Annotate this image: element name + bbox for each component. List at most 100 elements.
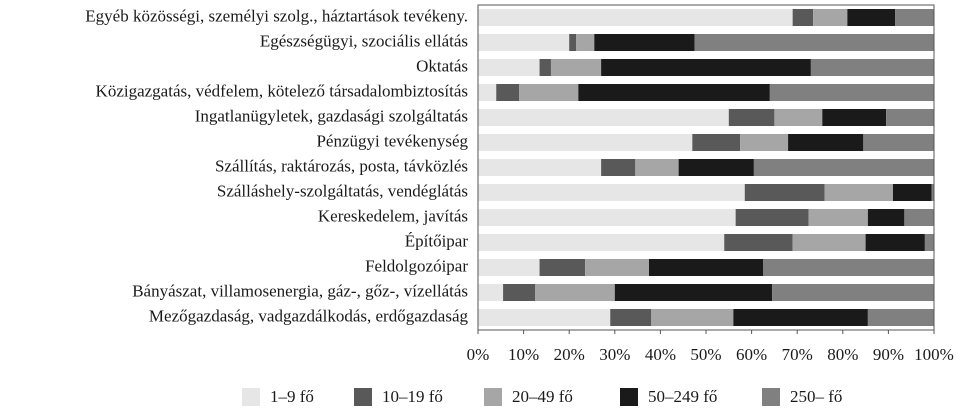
x-tick-label: 40% — [645, 345, 676, 364]
bar-segment — [867, 209, 905, 226]
bar-segment — [614, 284, 773, 301]
bar-segment — [478, 284, 504, 301]
y-tick-label: Építőipar — [405, 231, 469, 250]
legend-swatch — [484, 388, 502, 406]
bar-segment — [678, 159, 754, 176]
bar-segment — [822, 109, 887, 126]
legend-swatch — [620, 388, 638, 406]
bar-segment — [867, 309, 934, 326]
x-tick-label: 80% — [827, 345, 858, 364]
bar-segment — [772, 284, 934, 301]
bar-segment — [539, 259, 586, 276]
bar-segment — [824, 184, 893, 201]
bar-segment — [478, 159, 602, 176]
x-tick-label: 50% — [690, 345, 721, 364]
bar-segment — [478, 109, 729, 126]
bar-segment — [904, 209, 934, 226]
bar-segment — [753, 159, 934, 176]
y-tick-label: Szálláshely-szolgáltatás, vendéglátás — [217, 181, 468, 200]
x-tick-label: 20% — [554, 345, 585, 364]
legend-swatch — [242, 388, 260, 406]
bar-segment — [735, 209, 809, 226]
legend-swatch — [354, 388, 372, 406]
bar-segment — [478, 259, 540, 276]
bar-segment — [728, 109, 775, 126]
bar-segment — [649, 259, 763, 276]
y-tick-label: Oktatás — [416, 56, 468, 75]
bar-segment — [610, 309, 652, 326]
y-tick-label: Mezőgazdaság, vadgazdálkodás, erdőgazdas… — [149, 306, 469, 325]
x-tick-label: 60% — [736, 345, 767, 364]
bar-segment — [635, 159, 679, 176]
y-tick-label: Egyéb közösségi, személyi szolg., háztar… — [85, 6, 468, 25]
bar-segment — [601, 59, 811, 76]
bar-segment — [740, 134, 789, 151]
y-tick-label: Pénzügyi tevékenység — [316, 131, 468, 150]
bar-segment — [478, 34, 570, 51]
bar-segment — [792, 234, 866, 251]
bar-segment — [478, 59, 540, 76]
y-tick-label: Feldolgozóipar — [365, 256, 468, 275]
x-tick-label: 10% — [508, 345, 539, 364]
bar-segment — [478, 134, 693, 151]
bar-segment — [931, 184, 934, 201]
bar-segment — [578, 84, 770, 101]
y-tick-label: Kereskedelem, javítás — [318, 206, 468, 225]
bar-segment — [769, 84, 934, 101]
legend-label: 1–9 fő — [270, 387, 314, 406]
bar-segment — [788, 134, 864, 151]
bar-segment — [478, 234, 725, 251]
bar-segment — [924, 234, 934, 251]
x-tick-label: 70% — [782, 345, 813, 364]
bar-segment — [601, 159, 636, 176]
legend-label: 10–19 fő — [382, 387, 443, 406]
bar-segment — [576, 34, 595, 51]
bar-segment — [792, 9, 814, 26]
bar-segment — [744, 184, 825, 201]
bar-segment — [774, 109, 823, 126]
bar-segment — [550, 59, 602, 76]
bar-segment — [478, 309, 611, 326]
x-tick-label: 30% — [599, 345, 630, 364]
bar-segment — [478, 209, 736, 226]
x-tick-label: 0% — [467, 345, 490, 364]
bar-segment — [594, 34, 695, 51]
y-tick-label: Bányászat, villamosenergia, gáz-, gőz-, … — [132, 281, 468, 300]
bar-segment — [478, 9, 793, 26]
bar-segment — [694, 34, 934, 51]
bar-segment — [692, 134, 741, 151]
y-tick-label: Közigazgatás, védfelem, kötelező társada… — [96, 81, 468, 100]
x-tick-label: 90% — [873, 345, 904, 364]
legend-label: 20–49 fő — [512, 387, 573, 406]
bar-segment — [847, 9, 896, 26]
bar-segment — [763, 259, 934, 276]
bar-segment — [895, 9, 934, 26]
bar-segment — [733, 309, 868, 326]
bar-segment — [724, 234, 793, 251]
legend-label: 50–249 fő — [648, 387, 717, 406]
legend-swatch — [762, 388, 780, 406]
y-tick-label: Ingatlanügyletek, gazdasági szolgáltatás — [195, 106, 468, 125]
bar-segment — [478, 184, 745, 201]
bar-segment — [863, 134, 934, 151]
bar-segment — [813, 9, 848, 26]
bar-segment — [808, 209, 868, 226]
bar-segment — [892, 184, 932, 201]
bar-segment — [810, 59, 934, 76]
y-tick-label: Egészségügyi, szociális ellátás — [260, 31, 468, 50]
bar-segment — [496, 84, 520, 101]
bar-segment — [539, 59, 551, 76]
bar-segment — [503, 284, 535, 301]
bar-segment — [535, 284, 615, 301]
bar-segment — [519, 84, 579, 101]
bar-segment — [886, 109, 934, 126]
legend-label: 250– fő — [790, 387, 842, 406]
bar-segment — [865, 234, 925, 251]
bar-segment — [478, 84, 497, 101]
bar-segment — [569, 34, 577, 51]
bar-segment — [585, 259, 649, 276]
x-tick-label: 100% — [914, 345, 954, 364]
y-tick-label: Szállítás, raktározás, posta, távközlés — [215, 156, 468, 175]
bar-segment — [651, 309, 734, 326]
